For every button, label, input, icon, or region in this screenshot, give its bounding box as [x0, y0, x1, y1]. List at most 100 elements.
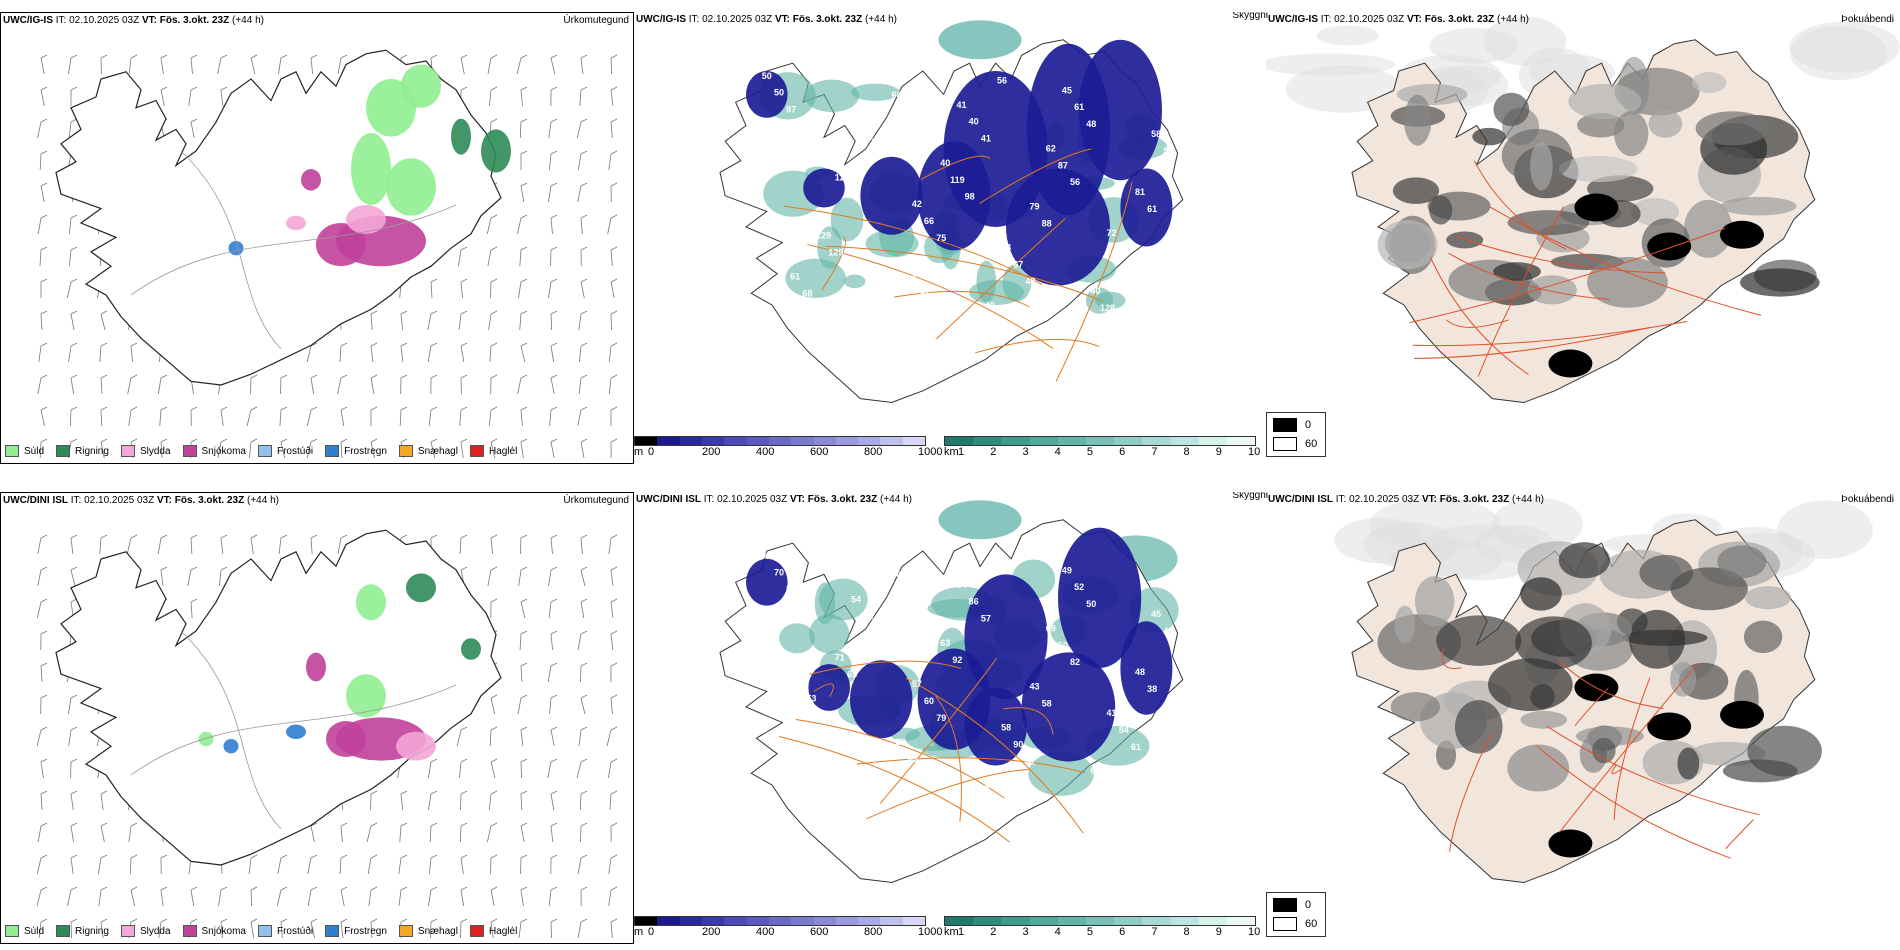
wind-barb — [36, 889, 42, 907]
colorbar-step — [701, 917, 725, 925]
wind-barb — [190, 537, 193, 555]
wind-barb — [370, 921, 373, 939]
wind-barb-feather — [520, 86, 528, 91]
wind-barb-feather — [160, 566, 168, 571]
legend-item-rigning: Rigning — [56, 445, 109, 457]
cloud-base-value: 55 — [908, 274, 918, 284]
cloud-base-value: 56 — [1070, 177, 1080, 187]
wind-barb — [460, 825, 462, 843]
wind-barb — [519, 537, 522, 555]
precip-area — [451, 118, 471, 155]
wind-barb — [579, 89, 582, 107]
wind-barb-feather — [370, 822, 378, 827]
wind-barb-feather — [310, 54, 318, 59]
wind-barb-feather — [580, 758, 588, 763]
cloud-base-area — [1120, 621, 1173, 715]
wind-barb-feather — [610, 86, 618, 91]
wind-barb-feather — [490, 854, 498, 859]
road — [813, 683, 834, 697]
road — [936, 218, 1066, 340]
wind-barb — [37, 217, 42, 235]
wind-barb — [220, 409, 224, 427]
cloud-base-value: 64 — [1131, 262, 1141, 272]
wind-barb — [39, 249, 42, 267]
wind-barb — [520, 409, 523, 427]
fog-panel-title: Þokuábendi — [1841, 14, 1894, 25]
wind-barb-feather — [310, 438, 318, 443]
colorbar-tick: 0 — [648, 446, 655, 458]
fog-area — [1677, 747, 1700, 780]
legend-label: Súld — [24, 445, 45, 457]
wind-barb — [430, 441, 436, 459]
wind-barb-feather — [130, 438, 138, 443]
road — [821, 236, 846, 291]
wind-barb — [70, 313, 75, 331]
visibility-colorbar: km 1 2 3 4 5 6 7 8 9 10 — [944, 916, 1264, 944]
wind-barb-feather — [40, 790, 48, 795]
wind-barb-feather — [220, 438, 228, 443]
road — [825, 245, 1103, 302]
wind-barb — [460, 441, 464, 459]
legend-label: Frostregn — [344, 445, 387, 457]
wind-barb-feather — [70, 918, 78, 923]
wind-barb-feather — [460, 726, 468, 731]
wind-barb — [427, 345, 432, 363]
wind-barb-feather — [400, 854, 408, 859]
colorbar-step — [1198, 917, 1227, 925]
wind-barb — [550, 729, 555, 747]
colorbar-tick: 200 — [702, 446, 721, 458]
wind-barb-feather — [550, 278, 558, 283]
wind-barb-feather — [130, 406, 138, 411]
legend-item-haglél: Haglél — [469, 925, 517, 937]
wind-barb-feather — [70, 374, 78, 379]
cloud-panel-title: Skyggni — [1232, 492, 1268, 501]
fog-legend-min: 0 — [1305, 419, 1312, 431]
visibility-area — [804, 79, 860, 113]
legend-label: Snæhagl — [417, 445, 458, 457]
wind-barb-feather — [490, 758, 498, 763]
wind-barb — [399, 825, 402, 843]
visibility-colorbar: km 1 2 3 4 5 6 7 8 9 10 — [944, 436, 1264, 464]
fog-legend-max: 60 — [1305, 918, 1318, 930]
wind-barb-feather — [580, 406, 588, 411]
wind-barb-feather — [610, 758, 618, 763]
wind-barb-feather — [340, 534, 348, 539]
cloud-base-value: 88 — [1042, 218, 1052, 228]
wind-barb-feather — [250, 918, 258, 923]
wind-barb-feather — [40, 214, 48, 219]
cloud-base-area — [1078, 39, 1162, 181]
wind-barb — [37, 569, 42, 587]
wind-barb — [550, 793, 555, 811]
colorbar-step — [746, 917, 769, 925]
cloud-base-value: 61 — [1147, 204, 1157, 214]
wind-barb — [548, 281, 552, 299]
height-colorbar: m 0 200 400 600 800 1000 — [634, 436, 942, 464]
wind-barb-feather — [460, 854, 468, 859]
cloud-base-value: 57 — [912, 679, 922, 689]
fog-map — [1266, 16, 1900, 404]
legend-swatch — [56, 445, 71, 457]
wind-barb — [490, 697, 496, 715]
legend-swatch — [469, 925, 484, 937]
wind-barb-feather — [70, 86, 78, 91]
wind-barb — [610, 57, 612, 75]
wind-barb — [520, 185, 525, 203]
cloud-base-value: 87 — [1058, 160, 1068, 170]
cloud-base-map: 148 57 49 53 64 41 54 58 45 38 69 62 63 66 71 41 48 36 43 7… — [719, 500, 1184, 884]
wind-barb-feather — [40, 566, 48, 571]
cloud-base-value: 40 — [985, 301, 995, 311]
wind-barb-feather — [610, 854, 618, 859]
wind-barb-feather — [490, 694, 498, 699]
wind-barb — [370, 441, 375, 459]
wind-barb-feather — [490, 406, 498, 411]
precip-legend: Súld Rigning Slydda Snjókoma Frostúði Frostre… — [5, 445, 529, 457]
colorbar-tick: 2 — [990, 446, 997, 458]
cloud-base-value: 87 — [815, 785, 825, 795]
cloud-base-area — [746, 558, 788, 606]
wind-barb — [428, 793, 432, 811]
wind-barb — [100, 441, 105, 459]
wind-barb-feather — [40, 726, 48, 731]
wind-barb — [487, 569, 492, 587]
cloud-base-value: 50 — [762, 71, 772, 81]
wind-barb — [608, 153, 612, 171]
